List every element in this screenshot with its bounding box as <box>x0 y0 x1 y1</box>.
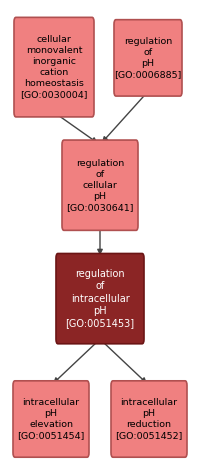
Text: regulation
of
pH
[GO:0006885]: regulation of pH [GO:0006885] <box>114 37 182 79</box>
FancyBboxPatch shape <box>114 19 182 96</box>
FancyBboxPatch shape <box>13 381 89 457</box>
Text: intracellular
pH
elevation
[GO:0051454]: intracellular pH elevation [GO:0051454] <box>17 398 85 440</box>
Text: cellular
monovalent
inorganic
cation
homeostasis
[GO:0030004]: cellular monovalent inorganic cation hom… <box>20 35 88 100</box>
Text: regulation
of
cellular
pH
[GO:0030641]: regulation of cellular pH [GO:0030641] <box>66 158 134 212</box>
FancyBboxPatch shape <box>111 381 187 457</box>
FancyBboxPatch shape <box>56 254 144 344</box>
Text: regulation
of
intracellular
pH
[GO:0051453]: regulation of intracellular pH [GO:00514… <box>65 269 135 328</box>
FancyBboxPatch shape <box>62 140 138 231</box>
FancyBboxPatch shape <box>14 18 94 117</box>
Text: intracellular
pH
reduction
[GO:0051452]: intracellular pH reduction [GO:0051452] <box>115 398 183 440</box>
